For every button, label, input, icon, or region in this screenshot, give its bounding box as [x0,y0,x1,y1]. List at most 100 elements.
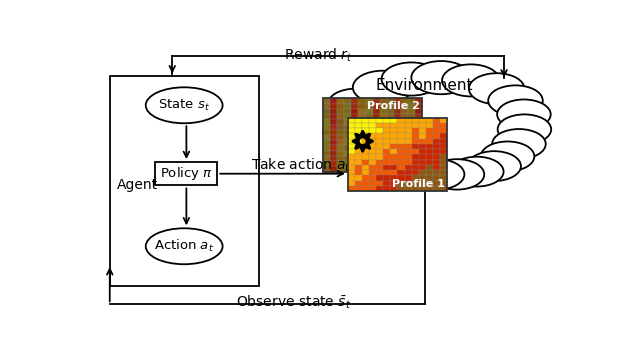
Bar [415,151,422,156]
Bar [337,166,344,172]
Bar [387,114,394,119]
Bar [369,159,376,165]
Circle shape [339,140,394,171]
Bar [330,109,337,114]
Bar [433,139,440,144]
Bar [372,119,380,125]
Bar [397,149,404,154]
Bar [330,104,337,109]
Bar [390,144,397,149]
Bar [419,128,426,134]
Bar [348,139,355,144]
Bar [415,166,422,172]
Bar [387,161,394,166]
Bar [355,159,362,165]
Bar [412,144,419,149]
Bar [404,134,412,139]
Bar [419,144,426,149]
Bar [419,186,426,191]
Bar [401,140,408,145]
Bar [401,135,408,140]
Bar [426,134,433,139]
Bar [404,149,412,154]
Bar [365,156,372,161]
Bar [390,123,397,128]
Bar [358,156,365,161]
Bar [323,130,330,135]
Bar [408,125,415,130]
Bar [369,144,376,149]
Bar [440,139,447,144]
Bar [337,161,344,166]
Bar [408,104,415,109]
Bar [394,125,401,130]
Circle shape [328,89,383,119]
Bar [372,151,380,156]
Bar [440,170,447,175]
Bar [351,145,358,151]
Bar [376,154,383,159]
Bar [355,149,362,154]
Bar [362,149,369,154]
Bar [330,125,337,130]
Bar [348,144,355,149]
Bar [355,128,362,134]
Bar [330,135,337,140]
Bar [415,135,422,140]
Bar [355,175,362,181]
Bar [337,114,344,119]
Bar [358,119,365,125]
Bar [433,159,440,165]
Bar [412,181,419,186]
Ellipse shape [146,87,223,123]
Bar [394,130,401,135]
Bar [412,175,419,181]
Bar [372,130,380,135]
Bar [380,166,387,172]
Bar [372,161,380,166]
Bar [433,118,440,123]
Bar [365,161,372,166]
Bar [330,151,337,156]
Circle shape [497,99,550,129]
Bar [433,128,440,134]
Text: Profile 1: Profile 1 [392,179,445,189]
Bar [404,170,412,175]
Bar [330,140,337,145]
Bar [426,139,433,144]
Bar [355,118,362,123]
Bar [344,109,351,114]
Bar [323,98,422,172]
Bar [362,165,369,170]
Bar [351,109,358,114]
Bar [390,128,397,134]
Text: Action $a_t$: Action $a_t$ [154,238,214,254]
Bar [408,161,415,166]
Bar [387,140,394,145]
Bar [344,156,351,161]
Bar [344,166,351,172]
Bar [372,140,380,145]
Bar [390,181,397,186]
Bar [376,144,383,149]
Bar [323,140,330,145]
Bar [323,151,330,156]
Bar [351,104,358,109]
Bar [351,98,358,104]
Bar [323,119,330,125]
Bar [369,154,376,159]
Bar [380,140,387,145]
Bar [369,118,376,123]
Bar [404,128,412,134]
Bar [404,181,412,186]
Bar [355,134,362,139]
Bar [348,181,355,186]
Bar [412,134,419,139]
Bar [369,128,376,134]
Bar [358,109,365,114]
Bar [401,119,408,125]
Bar [433,123,440,128]
Bar [362,123,369,128]
Bar [365,145,372,151]
Bar [397,159,404,165]
